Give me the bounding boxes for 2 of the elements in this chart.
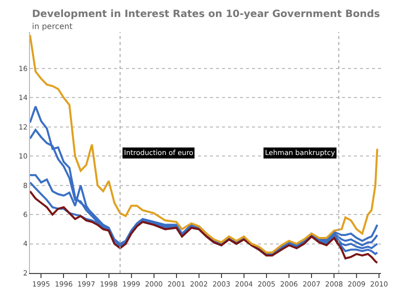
chart-title: Development in Interest Rates on 10-year Government Bonds [32,9,380,20]
chart-subtitle: in percent [32,22,72,31]
